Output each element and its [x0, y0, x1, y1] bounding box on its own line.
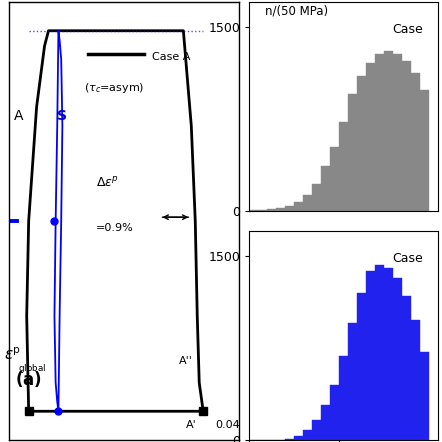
Bar: [294, 202, 303, 210]
Bar: [303, 430, 312, 440]
Text: Case A: Case A: [152, 53, 190, 62]
Text: Case: Case: [392, 23, 423, 36]
Text: A'': A'': [179, 356, 193, 366]
Text: Case: Case: [392, 252, 423, 265]
Bar: [276, 208, 285, 210]
Bar: [393, 278, 402, 440]
Bar: [411, 320, 419, 440]
Bar: [312, 183, 321, 210]
Text: $_{\rm global}$: $_{\rm global}$: [18, 362, 46, 375]
Bar: [294, 436, 303, 440]
Text: A: A: [14, 109, 23, 123]
Bar: [366, 64, 375, 210]
Bar: [303, 194, 312, 210]
Text: n/(50 MPa): n/(50 MPa): [265, 4, 328, 18]
Bar: [339, 356, 348, 440]
Bar: [366, 271, 375, 440]
Text: $\varepsilon^{\rm p}$: $\varepsilon^{\rm p}$: [4, 347, 22, 363]
Bar: [375, 53, 384, 210]
Bar: [321, 405, 330, 440]
Bar: [419, 351, 429, 440]
Text: $\bf{(a)}$: $\bf{(a)}$: [15, 369, 42, 389]
Bar: [285, 206, 294, 210]
Bar: [375, 264, 384, 440]
Bar: [348, 94, 357, 210]
Bar: [384, 268, 393, 440]
Bar: [330, 147, 339, 210]
Bar: [357, 293, 366, 440]
Bar: [312, 420, 321, 440]
Bar: [411, 73, 419, 210]
Text: A': A': [186, 420, 197, 431]
Bar: [321, 167, 330, 210]
Bar: [393, 53, 402, 210]
Bar: [402, 297, 411, 440]
Bar: [339, 122, 348, 210]
Bar: [330, 385, 339, 440]
Bar: [419, 91, 429, 210]
Bar: [384, 51, 393, 210]
Text: =0.9%: =0.9%: [96, 222, 134, 232]
Text: ($\tau_c$=asym): ($\tau_c$=asym): [84, 81, 145, 95]
Bar: [285, 439, 294, 440]
Text: $\Delta\varepsilon^p$: $\Delta\varepsilon^p$: [96, 176, 119, 190]
Bar: [348, 324, 357, 440]
Bar: [357, 76, 366, 210]
Text: S: S: [57, 109, 67, 123]
Bar: [402, 61, 411, 210]
Text: 0.04: 0.04: [215, 420, 240, 431]
